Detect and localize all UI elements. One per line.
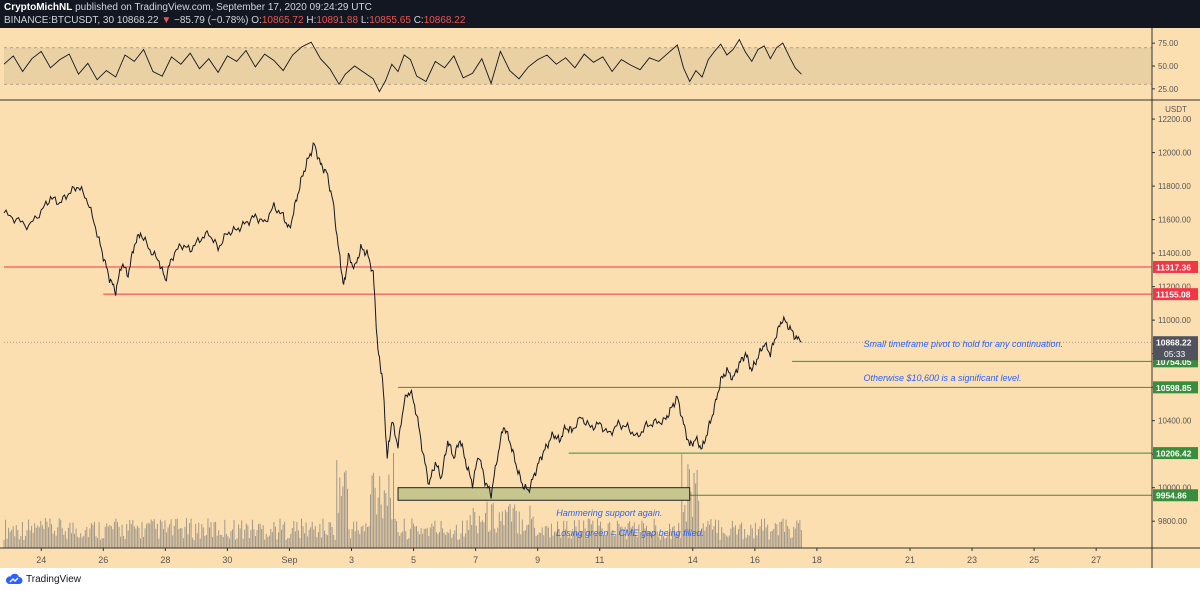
current-price-badge <box>1153 336 1198 361</box>
oscillator-pane <box>0 38 1200 101</box>
time-tick-label: 23 <box>967 555 977 565</box>
time-tick-label: Sep <box>281 555 297 565</box>
price-change: −85.79 (−0.78%) <box>174 15 249 26</box>
level-price-badge <box>1153 288 1198 301</box>
price-chart[interactable]: Small timeframe pivot to hold for any co… <box>0 28 1200 568</box>
high-value: 10891.88 <box>316 15 359 26</box>
price-tick-label: 10000.00 <box>1158 484 1192 493</box>
tradingview-logo[interactable]: TradingView <box>5 573 81 585</box>
time-tick-label: 7 <box>473 555 478 565</box>
time-tick-label: 3 <box>349 555 354 565</box>
time-tick-label: 27 <box>1091 555 1101 565</box>
countdown-label: 05:33 <box>1164 349 1186 359</box>
volume-bars <box>3 452 802 548</box>
close-label: C: <box>413 15 424 26</box>
open-label: O: <box>251 15 262 26</box>
level-price-label: 10206.42 <box>1156 449 1192 459</box>
level-price-badge <box>1153 447 1198 460</box>
level-price-badge <box>1153 260 1198 273</box>
tradingview-cloud-icon <box>5 573 23 584</box>
price-tick-label: 11400.00 <box>1158 249 1191 258</box>
time-tick-label: 5 <box>411 555 416 565</box>
level-price-label: 11155.08 <box>1156 290 1191 300</box>
footer-bar: TradingView <box>0 568 1200 591</box>
price-tick-label: 10400.00 <box>1158 417 1192 426</box>
time-tick-label: 24 <box>36 555 46 565</box>
support-zone <box>397 487 691 501</box>
oscillator-band <box>4 47 1152 85</box>
level-price-badge <box>1153 489 1198 502</box>
down-arrow-icon: ▼ <box>161 15 172 26</box>
open-value: 10865.72 <box>261 15 304 26</box>
close-value: 10868.22 <box>423 15 466 26</box>
chart-annotation: Otherwise $10,600 is a significant level… <box>863 373 1021 383</box>
published-text: published on TradingView.com, September … <box>75 2 372 13</box>
time-tick-label: 25 <box>1029 555 1039 565</box>
time-tick-label: 16 <box>750 555 760 565</box>
level-price-label: 10598.85 <box>1156 383 1192 393</box>
price-line <box>3 142 802 499</box>
chart-annotation: Losing green = CME gap being filled. <box>556 528 704 538</box>
price-tick-label: 11200.00 <box>1158 283 1191 292</box>
level-price-badge <box>1153 381 1198 394</box>
time-tick-label: 18 <box>812 555 822 565</box>
price-tick-label: 11800.00 <box>1158 182 1191 191</box>
price-tick-label: 12200.00 <box>1158 115 1192 124</box>
low-value: 10855.65 <box>369 15 411 26</box>
current-price-label: 10868.22 <box>1156 338 1192 348</box>
level-price-label: 9954.86 <box>1156 491 1187 501</box>
time-tick-label: 26 <box>98 555 108 565</box>
publish-info: CryptoMichNL published on TradingView.co… <box>4 1 1200 15</box>
chart-annotation: Small timeframe pivot to hold for any co… <box>863 339 1063 349</box>
horizontal-levels <box>4 266 1152 496</box>
oscillator-tick-label: 75.00 <box>1158 39 1179 48</box>
last-price: 10868.22 <box>116 15 159 26</box>
price-tick-label: 11600.00 <box>1158 216 1191 225</box>
symbol-info: BINANCE:BTCUSDT, 30 10868.22 ▼ −85.79 (−… <box>4 14 1200 28</box>
author-name[interactable]: CryptoMichNL <box>4 2 73 13</box>
chart-annotation: Hammering support again. <box>556 508 662 518</box>
level-price-label: 11317.36 <box>1156 262 1191 272</box>
price-tick-label: 9800.00 <box>1158 517 1187 526</box>
low-label: L: <box>360 15 370 26</box>
time-tick-label: 14 <box>688 555 698 565</box>
chart-panel-background <box>0 28 1200 568</box>
chart-annotations: Small timeframe pivot to hold for any co… <box>556 339 1063 538</box>
oscillator-tick-label: 25.00 <box>1158 85 1179 94</box>
support-box <box>397 487 691 501</box>
oscillator-tick-label: 50.00 <box>1158 62 1179 71</box>
axes: USDT9800.0010000.0010200.0010400.0010600… <box>0 28 1200 568</box>
time-tick-label: 30 <box>222 555 232 565</box>
oscillator-line <box>3 38 802 93</box>
brand-name: TradingView <box>26 573 82 585</box>
level-price-label: 10754.05 <box>1156 357 1192 367</box>
high-label: H: <box>306 15 317 26</box>
price-series <box>3 142 802 499</box>
currency-label: USDT <box>1165 105 1187 114</box>
time-tick-label: 9 <box>535 555 540 565</box>
symbol-name: BINANCE:BTCUSDT, 30 <box>4 15 115 26</box>
price-tick-label: 12000.00 <box>1158 149 1192 158</box>
price-tick-label: 11000.00 <box>1158 316 1191 325</box>
time-tick-label: 28 <box>160 555 170 565</box>
time-tick-label: 21 <box>905 555 915 565</box>
time-tick-label: 11 <box>595 555 604 565</box>
